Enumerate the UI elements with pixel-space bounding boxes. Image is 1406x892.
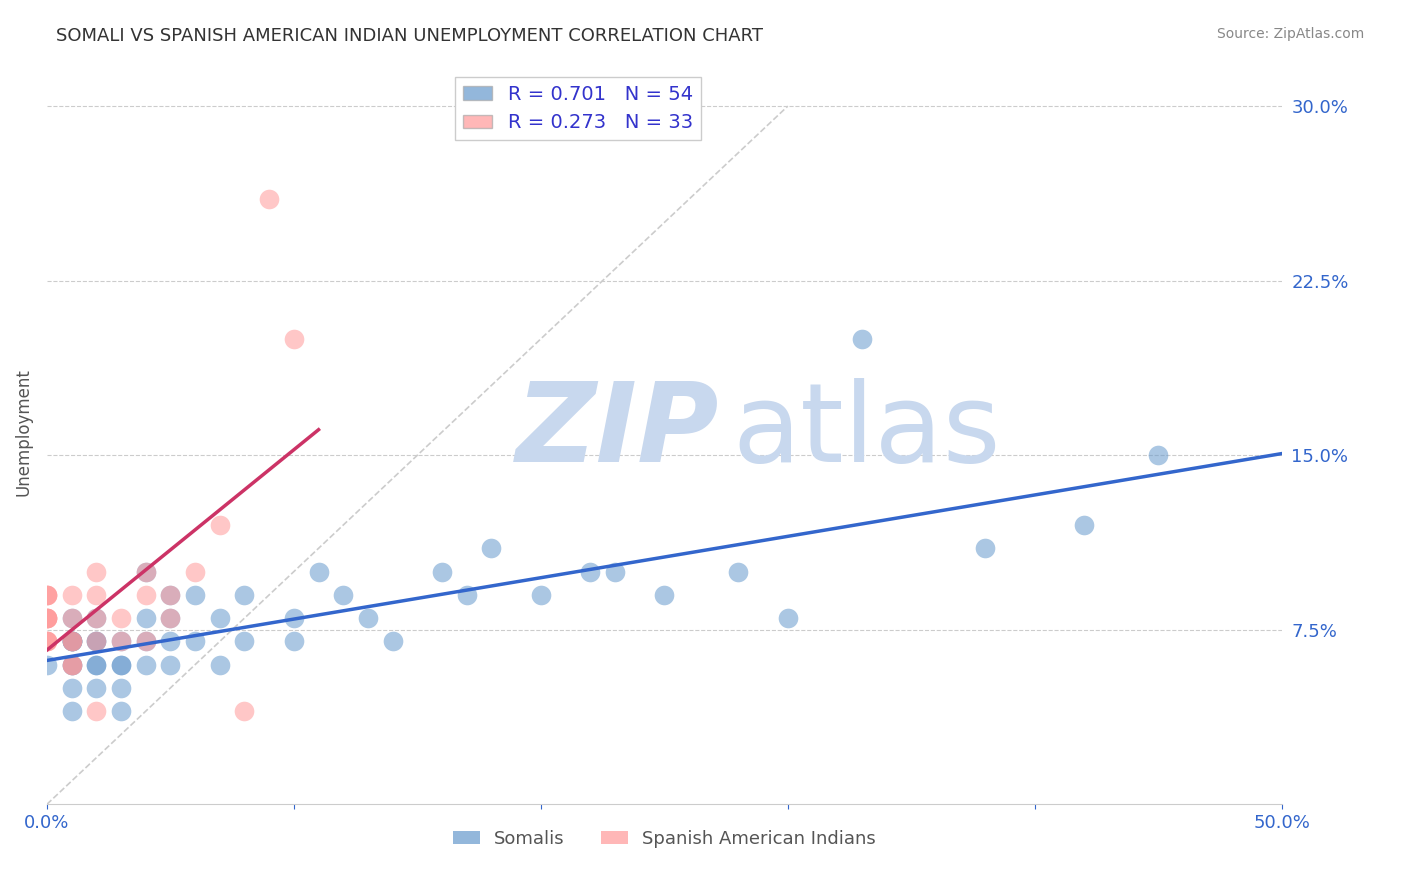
Point xyxy=(283,332,305,346)
Point xyxy=(159,588,181,602)
Point xyxy=(60,681,83,695)
Point xyxy=(283,611,305,625)
Point xyxy=(135,657,157,672)
Point xyxy=(35,588,58,602)
Point xyxy=(1073,518,1095,533)
Point xyxy=(35,657,58,672)
Point xyxy=(84,588,107,602)
Point xyxy=(110,704,132,718)
Point xyxy=(60,657,83,672)
Point xyxy=(283,634,305,648)
Point xyxy=(60,611,83,625)
Point xyxy=(308,565,330,579)
Point xyxy=(159,611,181,625)
Point xyxy=(481,541,503,556)
Point xyxy=(60,704,83,718)
Point xyxy=(60,634,83,648)
Point xyxy=(60,588,83,602)
Point xyxy=(184,565,207,579)
Point xyxy=(60,657,83,672)
Point xyxy=(84,657,107,672)
Point xyxy=(110,681,132,695)
Legend: Somalis, Spanish American Indians: Somalis, Spanish American Indians xyxy=(446,822,883,855)
Point xyxy=(60,634,83,648)
Point xyxy=(456,588,478,602)
Point xyxy=(430,565,453,579)
Point xyxy=(35,611,58,625)
Point xyxy=(110,657,132,672)
Point xyxy=(135,588,157,602)
Point xyxy=(84,634,107,648)
Point xyxy=(84,611,107,625)
Point xyxy=(1147,448,1170,462)
Point xyxy=(84,634,107,648)
Point xyxy=(974,541,997,556)
Point xyxy=(60,611,83,625)
Point xyxy=(233,634,256,648)
Point xyxy=(84,681,107,695)
Point xyxy=(357,611,380,625)
Point xyxy=(184,588,207,602)
Point xyxy=(35,588,58,602)
Point xyxy=(159,657,181,672)
Point xyxy=(84,565,107,579)
Point xyxy=(579,565,602,579)
Point xyxy=(208,611,231,625)
Y-axis label: Unemployment: Unemployment xyxy=(15,368,32,496)
Point xyxy=(233,704,256,718)
Point xyxy=(35,634,58,648)
Point xyxy=(110,611,132,625)
Point xyxy=(208,657,231,672)
Point xyxy=(60,634,83,648)
Point xyxy=(332,588,354,602)
Point xyxy=(851,332,873,346)
Text: SOMALI VS SPANISH AMERICAN INDIAN UNEMPLOYMENT CORRELATION CHART: SOMALI VS SPANISH AMERICAN INDIAN UNEMPL… xyxy=(56,27,763,45)
Point xyxy=(60,634,83,648)
Point xyxy=(381,634,404,648)
Point xyxy=(110,657,132,672)
Point xyxy=(135,611,157,625)
Point xyxy=(35,611,58,625)
Point xyxy=(159,588,181,602)
Point xyxy=(159,611,181,625)
Text: ZIP: ZIP xyxy=(516,378,720,485)
Point xyxy=(135,565,157,579)
Point xyxy=(135,634,157,648)
Point xyxy=(60,634,83,648)
Point xyxy=(110,634,132,648)
Point xyxy=(84,611,107,625)
Point xyxy=(727,565,749,579)
Point xyxy=(776,611,799,625)
Point xyxy=(35,611,58,625)
Point xyxy=(84,704,107,718)
Point xyxy=(135,634,157,648)
Point xyxy=(184,634,207,648)
Point xyxy=(652,588,675,602)
Point xyxy=(84,634,107,648)
Point xyxy=(233,588,256,602)
Point xyxy=(208,518,231,533)
Point xyxy=(84,657,107,672)
Point xyxy=(35,634,58,648)
Point xyxy=(35,588,58,602)
Point xyxy=(603,565,626,579)
Point xyxy=(35,634,58,648)
Point xyxy=(60,657,83,672)
Point xyxy=(60,634,83,648)
Text: Source: ZipAtlas.com: Source: ZipAtlas.com xyxy=(1216,27,1364,41)
Point xyxy=(60,657,83,672)
Point xyxy=(530,588,553,602)
Text: atlas: atlas xyxy=(733,378,1001,485)
Point xyxy=(35,611,58,625)
Point xyxy=(135,565,157,579)
Point xyxy=(257,192,280,206)
Point xyxy=(159,634,181,648)
Point xyxy=(110,634,132,648)
